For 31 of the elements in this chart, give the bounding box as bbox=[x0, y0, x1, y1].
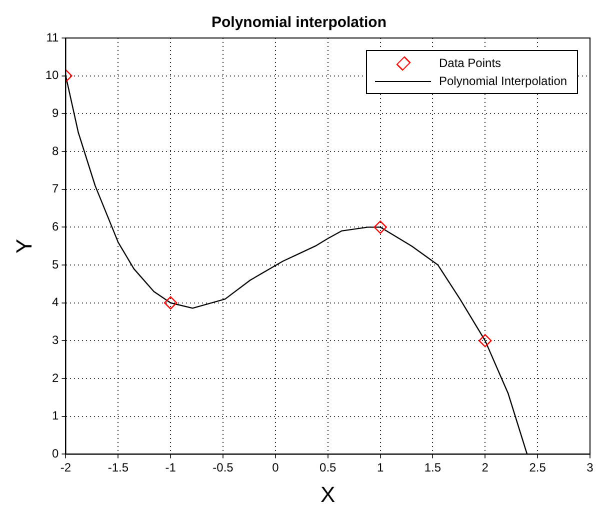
y-tick-label: 10 bbox=[45, 68, 60, 82]
legend-label: Polynomial Interpolation bbox=[439, 74, 568, 88]
y-tick-label: 0 bbox=[52, 446, 60, 461]
x-tick-label: 1.5 bbox=[424, 460, 442, 475]
x-tick-label: -0.5 bbox=[212, 460, 234, 475]
x-tick-label: 0 bbox=[272, 460, 280, 475]
x-tick-label: -1.5 bbox=[108, 460, 129, 475]
y-tick-label: 6 bbox=[52, 219, 60, 234]
x-tick-label: 3 bbox=[586, 460, 594, 475]
y-tick-label: 11 bbox=[46, 30, 60, 44]
chart-title: Polynomial interpolation bbox=[211, 14, 387, 32]
y-tick-label: 9 bbox=[52, 106, 60, 120]
y-tick-label: 4 bbox=[52, 295, 60, 310]
x-axis-title: X bbox=[320, 482, 336, 507]
x-tick-label: -1 bbox=[165, 460, 176, 475]
y-tick-label: 5 bbox=[52, 257, 60, 272]
x-tick-label: 0.5 bbox=[320, 460, 337, 475]
y-tick-label: 3 bbox=[52, 333, 60, 348]
y-tick-label: 2 bbox=[52, 370, 60, 385]
point bbox=[164, 296, 178, 310]
x-tick-label: 1 bbox=[376, 460, 384, 475]
x-tick-label: -2 bbox=[60, 460, 72, 475]
point bbox=[374, 220, 387, 234]
point bbox=[478, 334, 492, 348]
y-axis-title: Y bbox=[11, 238, 36, 254]
legend-label: Data Points bbox=[439, 56, 502, 70]
x-tick-label: 2.5 bbox=[529, 460, 546, 475]
y-tick-label: 8 bbox=[52, 144, 60, 158]
y-tick-label: 7 bbox=[52, 182, 60, 196]
x-tick-label: 2 bbox=[482, 460, 489, 475]
y-tick-label: 1 bbox=[52, 408, 60, 423]
